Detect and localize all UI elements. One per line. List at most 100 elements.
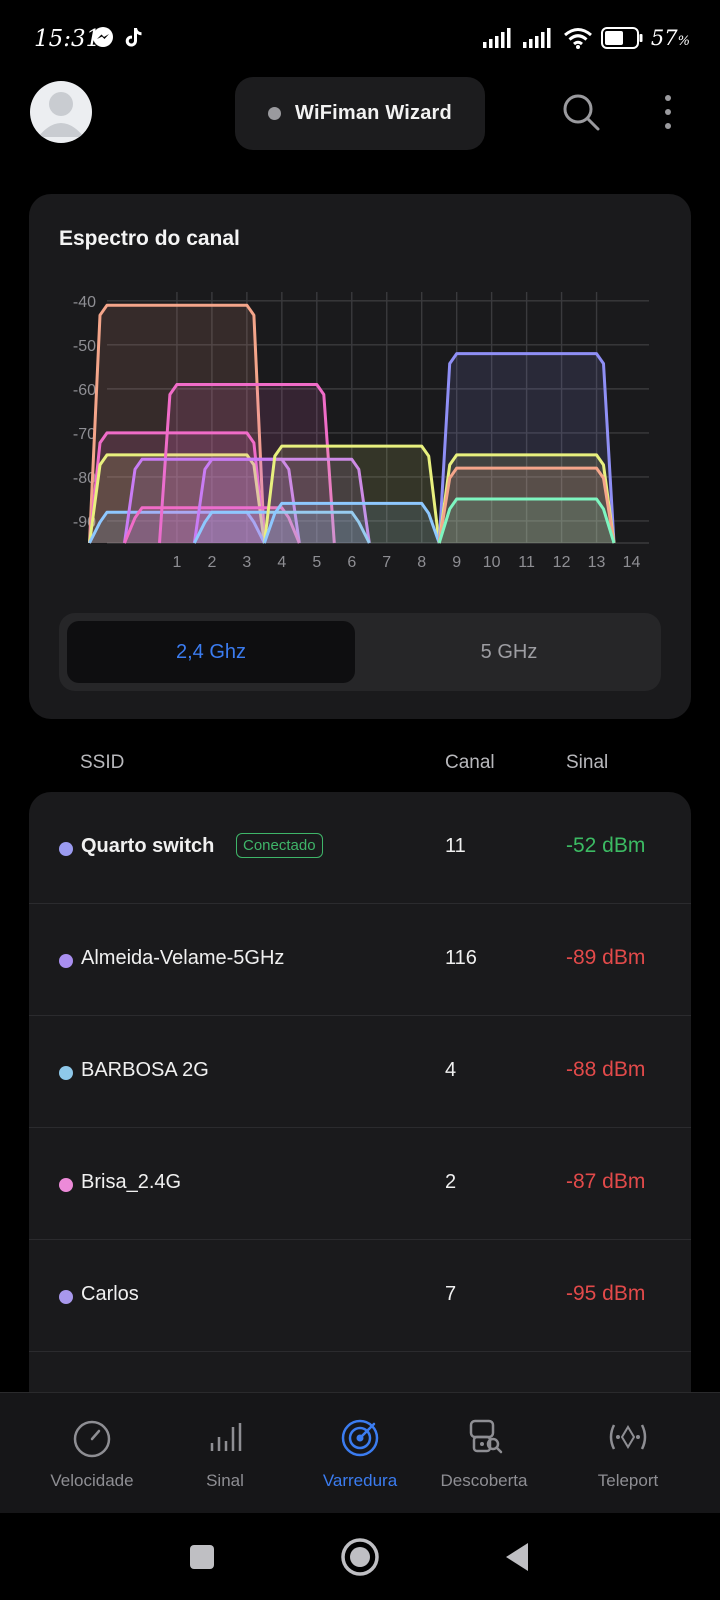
network-row[interactable]: Almeida-Velame-5GHz 116 -89 dBm xyxy=(29,904,691,1016)
battery-icon xyxy=(600,27,643,49)
status-dot xyxy=(268,107,282,120)
channel-curve xyxy=(88,303,266,544)
column-header-channel: Canal xyxy=(445,752,495,773)
x-tick-label: 3 xyxy=(242,554,251,571)
battery-unit: % xyxy=(677,34,690,49)
system-nav-bar xyxy=(0,1513,720,1600)
x-tick-label: 12 xyxy=(553,554,571,571)
x-tick-label: 6 xyxy=(347,554,356,571)
nav-sinal[interactable]: Sinal xyxy=(153,1393,297,1514)
recents-square-icon[interactable] xyxy=(180,1535,224,1579)
channel-area-fill xyxy=(124,507,300,543)
x-tick-label: 9 xyxy=(452,554,461,571)
back-triangle-icon[interactable] xyxy=(496,1535,540,1579)
network-signal: -87 dBm xyxy=(566,1170,646,1193)
x-tick-label: 8 xyxy=(417,554,426,571)
x-tick-label: 10 xyxy=(483,554,501,571)
channel-curve xyxy=(262,501,441,544)
network-ssid: BARBOSA 2G xyxy=(81,1059,209,1081)
x-tick-label: 7 xyxy=(382,554,391,571)
network-ssid: Carlos xyxy=(81,1283,139,1305)
channel-area-fill xyxy=(439,468,614,543)
channel-curve xyxy=(437,352,616,544)
x-tick-label: 13 xyxy=(588,554,606,571)
channel-area-fill xyxy=(264,503,440,543)
band-toggle: 2,4 Ghz 5 GHz xyxy=(59,613,661,691)
signal-icon xyxy=(522,28,551,48)
network-channel: 7 xyxy=(445,1283,457,1305)
channel-curve xyxy=(192,457,371,544)
network-ssid: Brisa_2.4G xyxy=(81,1171,182,1193)
nav-varredura[interactable]: Varredura xyxy=(288,1393,432,1514)
network-color-dot xyxy=(59,954,73,968)
network-channel: 11 xyxy=(445,835,466,857)
more-vertical-icon xyxy=(665,95,671,129)
connected-badge: Conectado xyxy=(236,833,323,858)
channel-area-fill xyxy=(264,446,440,543)
search-icon xyxy=(563,94,600,131)
network-signal: -95 dBm xyxy=(566,1282,646,1305)
y-tick-label: -40 xyxy=(73,294,96,311)
network-ssid: Quarto switch xyxy=(81,835,215,857)
discovery-icon xyxy=(469,1419,503,1454)
band-option-2-4ghz[interactable]: 2,4 Ghz xyxy=(67,621,355,683)
channel-area-fill xyxy=(439,353,614,543)
channel-curve xyxy=(88,510,266,544)
nav-velocidade[interactable]: Velocidade xyxy=(20,1393,164,1514)
teleport-icon xyxy=(609,1424,647,1450)
spectrum-card: Espectro do canal -40 -50 -60 -70 -80 -90 1 2 3 4… xyxy=(29,194,691,719)
signal-icon xyxy=(482,28,511,48)
channel-curve xyxy=(437,497,616,544)
network-channel: 116 xyxy=(445,947,477,969)
channel-spectrum-chart: -40-50-60-70-80-901 2 3 4 5 6 7 8 9 10 11 12 13 14 xyxy=(73,292,649,571)
nav-label: Teleport xyxy=(597,1471,659,1490)
channel-curve xyxy=(88,453,266,544)
x-tick-label: 11 xyxy=(518,554,535,571)
network-color-dot xyxy=(59,1066,73,1080)
network-ssid: Almeida-Velame-5GHz xyxy=(81,947,285,969)
nav-teleport[interactable]: Teleport xyxy=(556,1393,700,1514)
y-tick-label: -80 xyxy=(73,470,96,487)
speedometer-icon xyxy=(73,1420,111,1458)
user-icon xyxy=(38,92,84,137)
network-row[interactable]: BARBOSA 2G 4 -88 dBm xyxy=(29,1016,691,1128)
nav-label: Varredura xyxy=(322,1471,398,1490)
nav-label: Descoberta xyxy=(440,1471,528,1490)
x-tick-label: 14 xyxy=(623,554,641,571)
network-signal: -88 dBm xyxy=(566,1058,646,1081)
network-color-dot xyxy=(59,1290,73,1304)
network-row[interactable]: Carlos 7 -95 dBm xyxy=(29,1240,691,1352)
status-time: 15:31 xyxy=(34,26,101,52)
network-signal: -89 dBm xyxy=(566,946,646,969)
nav-descoberta[interactable]: Descoberta xyxy=(412,1393,556,1514)
bottom-nav: Velocidade Sinal Varredura Descoberta xyxy=(0,1392,720,1513)
signal-bars-icon xyxy=(210,1423,242,1451)
network-color-dot xyxy=(59,842,73,856)
x-tick-label: 5 xyxy=(312,554,321,571)
band-option-5ghz[interactable]: 5 GHz xyxy=(480,640,538,663)
channel-area-fill xyxy=(124,459,300,543)
avatar[interactable] xyxy=(30,81,92,143)
network-channel: 4 xyxy=(445,1059,457,1081)
channel-curve xyxy=(262,444,441,544)
search-button[interactable] xyxy=(561,92,601,132)
y-tick-label: -50 xyxy=(73,338,96,355)
channel-area-fill xyxy=(194,459,370,543)
more-menu-button[interactable] xyxy=(660,93,676,133)
column-header-signal: Sinal xyxy=(566,752,609,773)
messenger-icon xyxy=(93,27,113,47)
y-tick-label: -60 xyxy=(73,382,96,399)
nav-label: Sinal xyxy=(206,1471,244,1490)
nav-label: Velocidade xyxy=(50,1471,134,1490)
network-list: Quarto switch Conectado 11 -52 dBm Almei… xyxy=(29,792,691,1392)
network-row[interactable]: Quarto switch Conectado 11 -52 dBm xyxy=(29,792,691,904)
network-row[interactable]: Brisa_2.4G 2 -87 dBm xyxy=(29,1128,691,1240)
wifi-icon xyxy=(563,28,592,49)
channel-curve xyxy=(158,383,336,544)
network-channel: 2 xyxy=(445,1171,457,1193)
wifiman-wizard-button[interactable]: WiFiman Wizard xyxy=(235,77,485,150)
home-circle-icon[interactable] xyxy=(338,1535,382,1579)
channel-area-fill xyxy=(194,512,370,543)
spectrum-title: Espectro do canal xyxy=(59,227,240,250)
channel-area-fill xyxy=(439,499,614,543)
